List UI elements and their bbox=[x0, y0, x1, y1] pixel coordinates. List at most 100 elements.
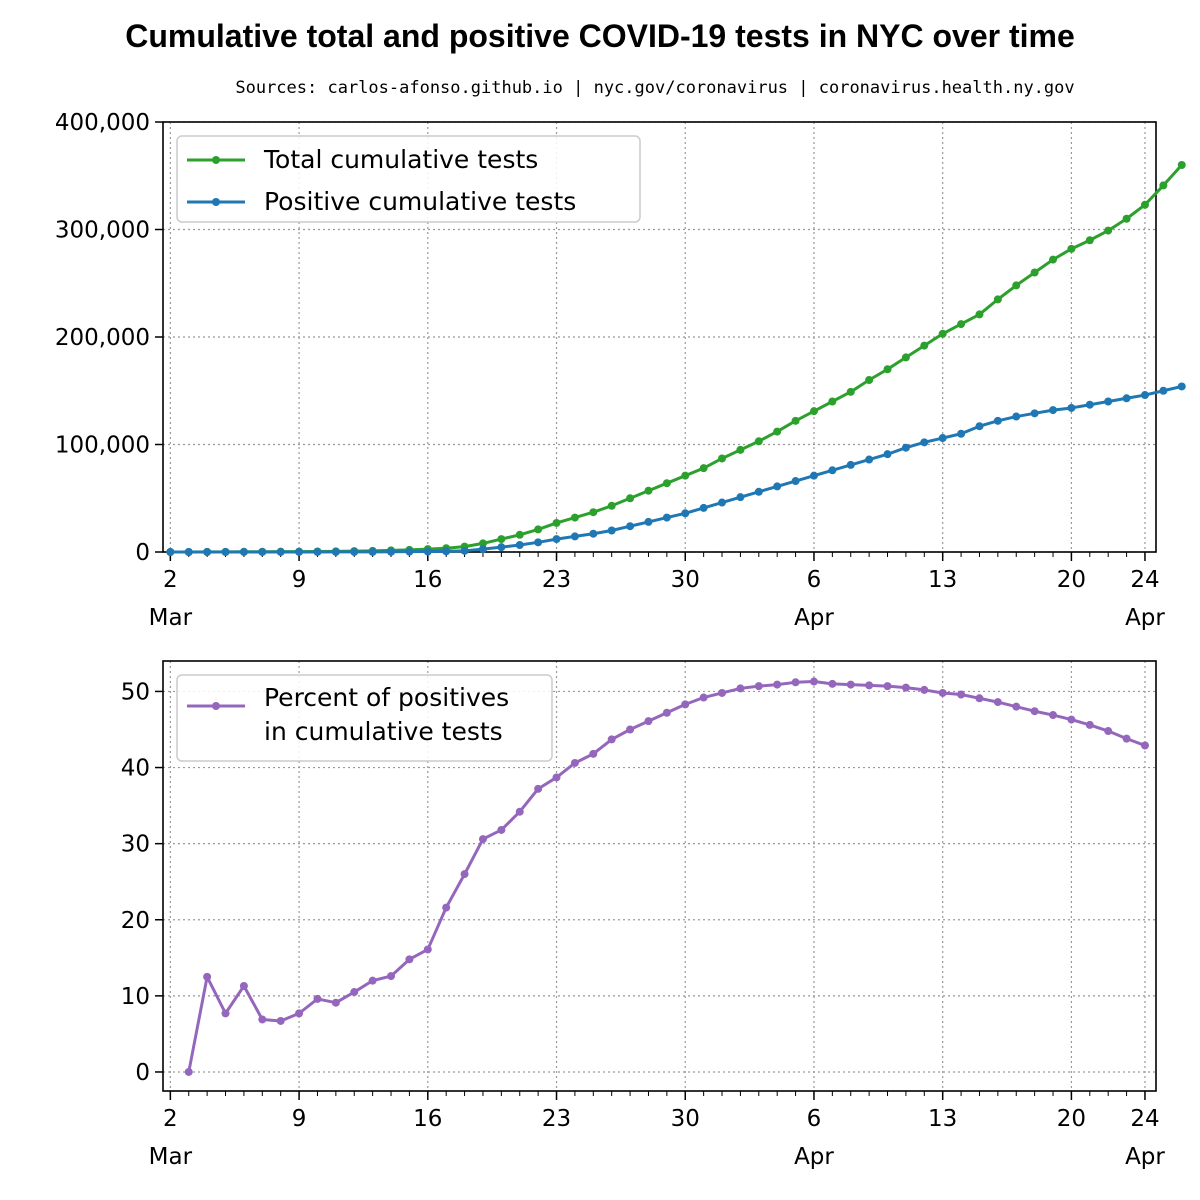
data-point bbox=[1085, 400, 1094, 409]
data-point bbox=[681, 509, 690, 518]
data-point bbox=[478, 545, 487, 554]
data-point bbox=[184, 1067, 193, 1076]
data-point bbox=[460, 546, 469, 555]
data-point bbox=[1030, 268, 1039, 277]
data-point bbox=[865, 376, 874, 384]
data-point bbox=[1012, 412, 1021, 421]
data-point bbox=[478, 835, 487, 844]
series-line-total bbox=[170, 163, 1183, 554]
data-point bbox=[1067, 244, 1076, 253]
x-tick-label: 6 bbox=[807, 567, 822, 593]
data-point bbox=[1067, 715, 1076, 724]
data-point bbox=[791, 416, 800, 425]
data-point bbox=[699, 693, 708, 702]
data-point bbox=[1140, 391, 1149, 400]
data-point bbox=[1122, 734, 1131, 743]
data-point bbox=[662, 479, 671, 488]
data-point bbox=[552, 773, 561, 782]
data-point bbox=[552, 535, 561, 544]
x-month-label: Apr bbox=[794, 605, 834, 631]
chart-title: Cumulative total and positive COVID-19 t… bbox=[125, 18, 1075, 54]
data-point bbox=[442, 547, 451, 556]
data-point bbox=[1177, 382, 1186, 391]
data-point bbox=[497, 535, 506, 544]
x-tick-label: 13 bbox=[928, 1106, 957, 1132]
data-point bbox=[718, 498, 727, 507]
data-point bbox=[1122, 394, 1131, 403]
y-tick-label: 0 bbox=[135, 540, 150, 566]
data-point bbox=[497, 825, 506, 834]
data-point bbox=[809, 471, 818, 480]
x-tick-label: 30 bbox=[671, 567, 700, 593]
data-point bbox=[846, 680, 855, 689]
data-point bbox=[258, 547, 267, 556]
data-point bbox=[975, 310, 984, 319]
data-point bbox=[589, 529, 598, 538]
data-point bbox=[718, 688, 727, 697]
data-point bbox=[920, 438, 929, 447]
data-point bbox=[1159, 181, 1168, 190]
data-point bbox=[901, 683, 910, 692]
legend-label-line: in cumulative tests bbox=[264, 717, 503, 746]
data-point bbox=[1122, 214, 1131, 223]
data-point bbox=[497, 543, 506, 552]
data-point bbox=[350, 988, 359, 997]
data-point bbox=[589, 508, 598, 517]
data-point bbox=[166, 548, 175, 556]
data-point bbox=[1067, 403, 1076, 412]
data-point bbox=[1012, 281, 1021, 290]
data-point bbox=[1012, 702, 1021, 711]
x-tick-label: 2 bbox=[163, 1106, 178, 1132]
x-tick-label: 23 bbox=[542, 1106, 571, 1132]
data-point bbox=[1085, 236, 1094, 245]
x-tick-label: 16 bbox=[413, 567, 442, 593]
data-point bbox=[920, 341, 929, 350]
data-point bbox=[846, 460, 855, 469]
data-point bbox=[534, 784, 543, 793]
data-point bbox=[681, 700, 690, 709]
plot-frame bbox=[162, 121, 1157, 553]
data-point bbox=[221, 1009, 230, 1018]
data-point bbox=[773, 427, 782, 436]
data-point bbox=[552, 518, 561, 527]
y-tick-label: 300,000 bbox=[55, 218, 150, 244]
x-tick-label: 16 bbox=[413, 1106, 442, 1132]
data-point bbox=[423, 945, 432, 954]
data-point bbox=[828, 679, 837, 688]
data-point bbox=[442, 903, 451, 912]
data-point bbox=[662, 708, 671, 717]
x-tick-label: 13 bbox=[928, 567, 957, 593]
x-month-label: Apr bbox=[1125, 1144, 1165, 1170]
data-point bbox=[1030, 707, 1039, 716]
data-point bbox=[1030, 409, 1039, 418]
x-month-label: Apr bbox=[794, 1144, 834, 1170]
data-point bbox=[589, 749, 598, 758]
chart-panel-2: 2 Mar 9 16 23 30 6 Apr 13 20 24 Apr 0 10 20 30 40 50 Perce… bbox=[121, 660, 1165, 1170]
legend-swatch-marker bbox=[212, 156, 220, 164]
data-point bbox=[203, 547, 212, 556]
data-point bbox=[405, 955, 414, 964]
data-point bbox=[515, 541, 524, 550]
data-point bbox=[313, 994, 322, 1003]
data-point bbox=[809, 677, 818, 686]
y-tick-label: 10 bbox=[121, 984, 150, 1010]
chart-panel-1: 2 Mar 9 16 23 30 6 Apr 13 20 24 Apr 0 100,000 200,000 3… bbox=[55, 110, 1186, 631]
data-point bbox=[515, 807, 524, 816]
data-point bbox=[203, 972, 212, 981]
data-point bbox=[828, 397, 837, 406]
data-point bbox=[368, 976, 377, 985]
data-point bbox=[1177, 161, 1186, 169]
x-month-label: Apr bbox=[1125, 605, 1165, 631]
data-point bbox=[423, 547, 432, 556]
data-point bbox=[699, 503, 708, 512]
data-point bbox=[957, 429, 966, 438]
legend-box bbox=[176, 674, 553, 762]
data-point bbox=[331, 547, 340, 556]
data-point bbox=[276, 547, 285, 556]
data-point bbox=[883, 450, 892, 459]
data-point bbox=[644, 517, 653, 526]
data-point bbox=[773, 482, 782, 491]
data-point bbox=[1049, 711, 1058, 720]
data-point bbox=[607, 501, 616, 510]
